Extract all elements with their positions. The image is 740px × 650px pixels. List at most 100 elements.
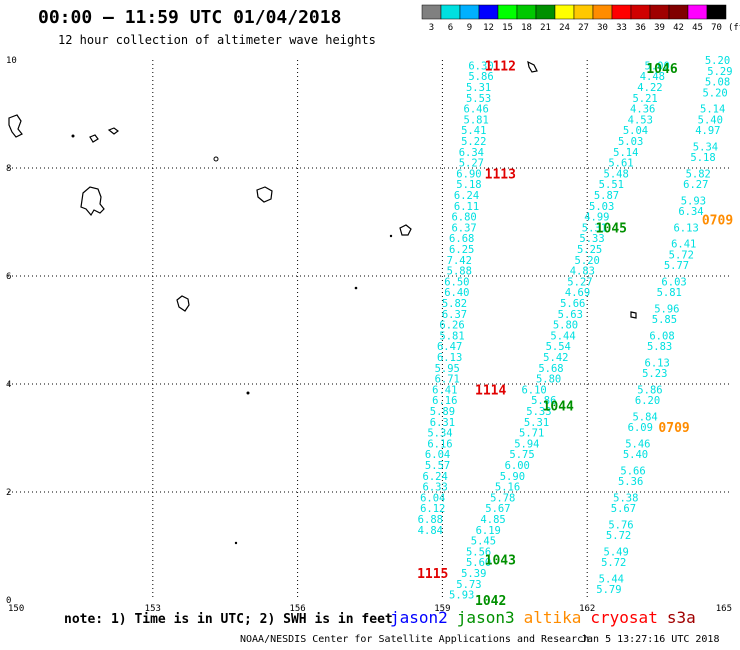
pass-number-label: 1046 xyxy=(646,62,677,77)
wave-height-value: 4.53 xyxy=(628,114,653,126)
wave-height-value: 5.34 xyxy=(427,428,452,440)
wave-height-value: 6.24 xyxy=(454,190,479,202)
wave-height-value: 6.16 xyxy=(427,438,452,450)
color-scale-label: 70 xyxy=(711,23,722,33)
wave-height-value: 6.26 xyxy=(439,320,464,332)
wave-height-value: 4.99 xyxy=(584,212,609,224)
page-title: 00:00 – 11:59 UTC 01/04/2018 xyxy=(38,7,342,28)
y-tick-label: 8 xyxy=(6,164,11,174)
color-scale-swatch xyxy=(573,4,594,20)
color-scale-swatch xyxy=(478,4,499,20)
wave-height-value: 6.50 xyxy=(444,276,469,288)
wave-height-value: 6.37 xyxy=(451,222,476,234)
wave-height-value: 6.40 xyxy=(444,287,469,299)
wave-height-value: 6.41 xyxy=(432,384,457,396)
wave-height-value: 4.48 xyxy=(640,71,665,83)
wave-height-value: 5.53 xyxy=(466,93,491,105)
wave-height-value: 5.86 xyxy=(637,384,662,396)
pass-number-label: 1114 xyxy=(475,383,506,398)
island-outline xyxy=(176,295,190,312)
y-tick-label: 2 xyxy=(6,488,11,498)
pass-number-label: 1045 xyxy=(596,221,627,236)
color-scale-label: 27 xyxy=(578,23,589,33)
wave-height-value: 4.36 xyxy=(630,104,655,116)
wave-height-value: 5.04 xyxy=(623,125,648,137)
color-scale-swatch xyxy=(440,4,461,20)
wave-height-value: 6.34 xyxy=(459,147,484,159)
wave-height-value: 6.20 xyxy=(635,395,660,407)
wave-height-value: 5.36 xyxy=(618,476,643,488)
wave-height-value: 5.78 xyxy=(490,492,515,504)
x-tick-label: 150 xyxy=(8,604,24,614)
wave-height-value: 5.81 xyxy=(657,287,682,299)
legend-entry-s3a: s3a xyxy=(666,608,696,627)
wave-height-value: 6.90 xyxy=(456,168,481,180)
color-scale-swatch xyxy=(554,4,575,20)
pass-number-label: 0709 xyxy=(702,213,733,228)
footer-timestamp: Jan 5 13:27:16 UTC 2018 xyxy=(581,634,720,645)
color-scale-swatch xyxy=(516,4,537,20)
island-outline xyxy=(89,134,99,143)
wave-height-value: 5.39 xyxy=(461,568,486,580)
wave-height-value: 5.20 xyxy=(575,255,600,267)
wave-height-value: 6.11 xyxy=(454,201,479,213)
color-scale-label: 33 xyxy=(616,23,627,33)
wave-height-value: 6.31 xyxy=(430,417,455,429)
wave-height-value: 5.27 xyxy=(567,276,592,288)
wave-height-value: 6.68 xyxy=(449,233,474,245)
wave-height-value: 5.82 xyxy=(442,298,467,310)
wave-height-value: 4.69 xyxy=(565,287,590,299)
legend-entry-jason2: jason2 xyxy=(390,608,448,627)
wave-height-value: 5.31 xyxy=(582,222,607,234)
color-scale-label: 9 xyxy=(467,23,472,33)
wave-height-value: 5.81 xyxy=(439,330,464,342)
wave-height-value: 5.68 xyxy=(538,363,563,375)
wave-height-value: 6.10 xyxy=(521,384,546,396)
wave-height-value: 5.34 xyxy=(693,141,718,153)
color-scale-unit: (ft) xyxy=(728,23,740,33)
color-scale-label: 36 xyxy=(635,23,646,33)
wave-height-value: 5.79 xyxy=(596,584,621,596)
wave-height-value: 5.80 xyxy=(553,320,578,332)
footer-note: note: 1) Time is in UTC; 2) SWH is in fe… xyxy=(64,612,393,627)
wave-height-value: 5.73 xyxy=(456,579,481,591)
color-scale-swatch xyxy=(668,4,689,20)
wave-height-value: 5.42 xyxy=(543,352,568,364)
color-scale-label: 45 xyxy=(692,23,703,33)
island-outline xyxy=(630,311,637,319)
wave-height-value: 5.29 xyxy=(707,66,732,78)
wave-height-value: 5.86 xyxy=(531,395,556,407)
pass-number-label: 0709 xyxy=(658,421,689,436)
wave-height-value: 6.25 xyxy=(449,244,474,256)
islet-dot xyxy=(389,234,393,238)
wave-height-value: 6.00 xyxy=(505,460,530,472)
x-tick-label: 162 xyxy=(579,604,595,614)
color-scale-label: 39 xyxy=(654,23,665,33)
island-outline xyxy=(80,186,105,217)
page-subtitle: 12 hour collection of altimeter wave hei… xyxy=(58,33,376,47)
wave-height-value: 5.48 xyxy=(604,168,629,180)
wave-height-value: 5.20 xyxy=(702,87,727,99)
wave-height-value: 5.60 xyxy=(466,557,491,569)
wave-height-value: 5.71 xyxy=(519,428,544,440)
wave-height-value: 5.14 xyxy=(700,104,725,116)
wave-height-value: 5.51 xyxy=(599,179,624,191)
wave-height-value: 6.30 xyxy=(468,60,493,72)
grid-lines xyxy=(8,60,732,600)
color-scale-label: 6 xyxy=(448,23,453,33)
wave-height-value: 5.00 xyxy=(645,60,670,72)
x-tick-label: 159 xyxy=(434,604,450,614)
wave-height-value: 6.41 xyxy=(671,239,696,251)
wave-height-value: 6.13 xyxy=(673,222,698,234)
island-outline xyxy=(399,224,412,236)
wave-height-value: 5.40 xyxy=(698,114,723,126)
legend-entry-altika: altika xyxy=(523,608,582,627)
wave-height-value: 6.88 xyxy=(418,514,443,526)
pass-number-label: 1044 xyxy=(543,400,574,415)
wave-height-value: 4.97 xyxy=(695,125,720,137)
wave-height-value: 5.40 xyxy=(623,449,648,461)
wave-height-value: 5.85 xyxy=(652,314,677,326)
